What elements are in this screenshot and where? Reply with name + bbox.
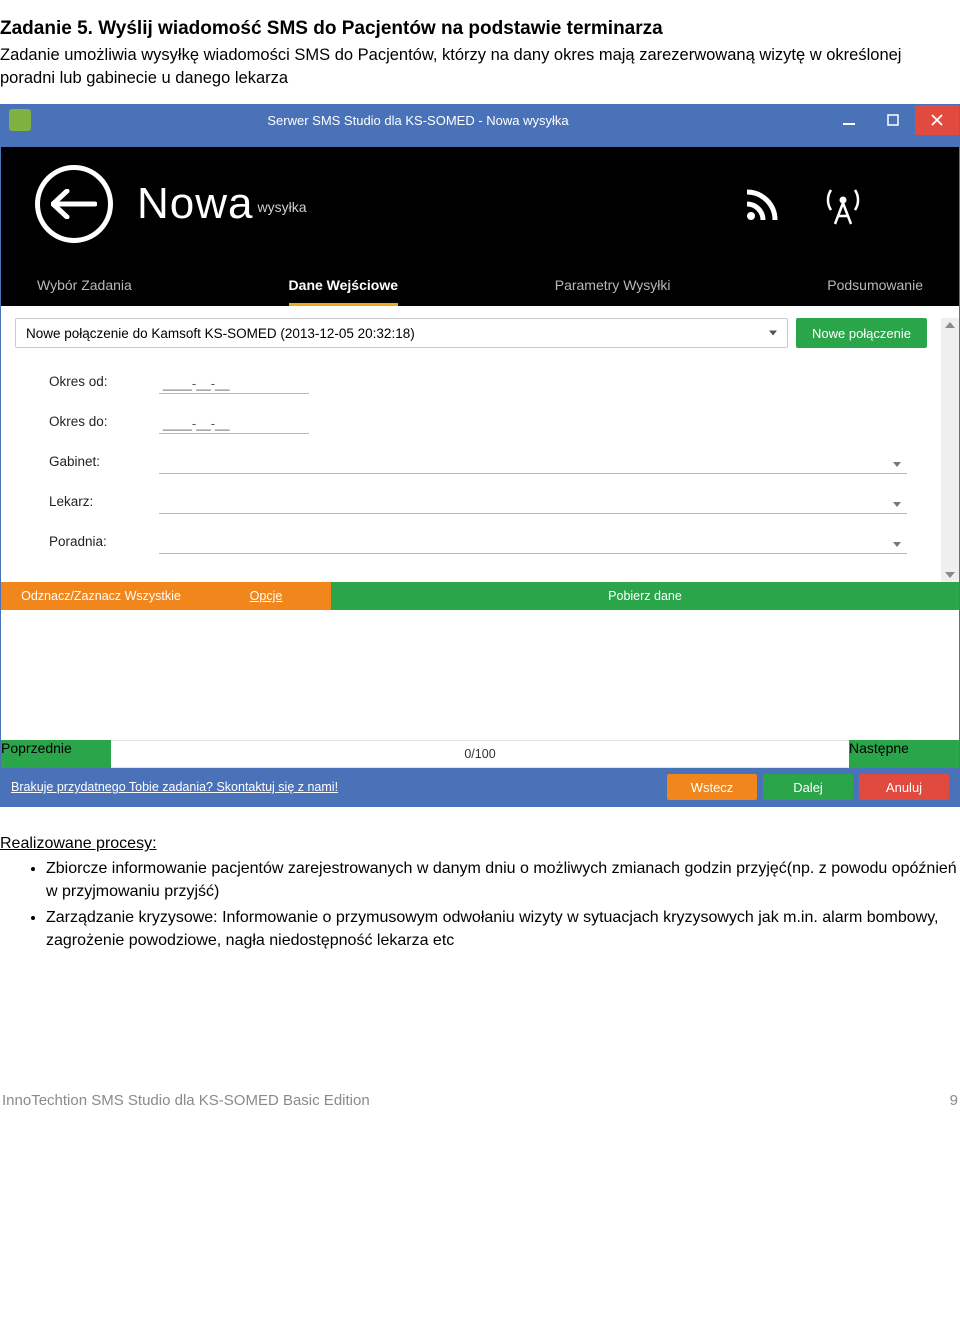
field-okres-do[interactable]: ____-__-__ xyxy=(159,408,309,434)
pager-counter: 0/100 xyxy=(111,740,849,768)
window-controls xyxy=(827,105,959,135)
antenna-icon xyxy=(821,182,865,226)
close-button[interactable] xyxy=(915,105,959,135)
page-footer: InnoTechtion SMS Studio dla KS-SOMED Bas… xyxy=(0,1092,960,1119)
label-poradnia: Poradnia: xyxy=(49,534,159,549)
back-button[interactable] xyxy=(35,165,113,243)
step-select-task[interactable]: Wybór Zadania xyxy=(37,277,132,306)
pager-bar: Poprzednie 0/100 Następne xyxy=(1,740,959,768)
field-poradnia[interactable] xyxy=(159,528,907,554)
page-title-small: wysyłka xyxy=(258,199,307,215)
label-lekarz: Lekarz: xyxy=(49,494,159,509)
fetch-data-button[interactable]: Pobierz dane xyxy=(331,582,959,610)
close-icon xyxy=(931,114,943,126)
step-send-params[interactable]: Parametry Wysyłki xyxy=(555,277,671,306)
task-heading: Zadanie 5. Wyślij wiadomość SMS do Pacje… xyxy=(0,18,960,40)
footer-product-name: InnoTechtion SMS Studio dla KS-SOMED Bas… xyxy=(2,1092,370,1109)
label-okres-od: Okres od: xyxy=(49,374,159,389)
body-panel: Nowe połączenie do Kamsoft KS-SOMED (201… xyxy=(1,306,959,768)
titlebar-sub xyxy=(1,135,959,147)
prev-page-button[interactable]: Poprzednie xyxy=(1,740,111,768)
window-title: Serwer SMS Studio dla KS-SOMED - Nowa wy… xyxy=(9,113,827,128)
list-action-bar: Odznacz/Zaznacz Wszystkie Opcje Pobierz … xyxy=(1,582,959,610)
next-page-button[interactable]: Następne xyxy=(849,740,959,768)
step-summary[interactable]: Podsumowanie xyxy=(827,277,923,306)
header: Nowa wysyłka xyxy=(1,147,959,306)
new-connection-button[interactable]: Nowe połączenie xyxy=(796,318,927,348)
footer-contact-link[interactable]: Brakuje przydatnego Tobie zadania? Skont… xyxy=(11,780,661,794)
maximize-button[interactable] xyxy=(871,105,915,135)
titlebar: Serwer SMS Studio dla KS-SOMED - Nowa wy… xyxy=(1,105,959,135)
maximize-icon xyxy=(887,114,899,126)
bullet-2: Zarządzanie kryzysowe: Informowanie o pr… xyxy=(46,906,960,952)
back-arrow-icon xyxy=(51,189,97,219)
rss-icon xyxy=(743,184,783,224)
field-okres-od[interactable]: ____-__-__ xyxy=(159,368,309,394)
scrollbar[interactable] xyxy=(941,318,959,582)
wizard-steps: Wybór Zadania Dane Wejściowe Parametry W… xyxy=(35,277,925,306)
step-input-data[interactable]: Dane Wejściowe xyxy=(289,277,398,306)
forward-button[interactable]: Dalej xyxy=(763,774,853,800)
footer-bar: Brakuje przydatnego Tobie zadania? Skont… xyxy=(1,768,959,806)
options-label: Opcje xyxy=(250,589,283,603)
scroll-up-icon xyxy=(945,322,955,328)
back-button-footer[interactable]: Wstecz xyxy=(667,774,757,800)
field-gabinet[interactable] xyxy=(159,448,907,474)
label-gabinet: Gabinet: xyxy=(49,454,159,469)
results-list xyxy=(1,610,959,740)
bullet-1: Zbiorcze informowanie pacjentów zarejest… xyxy=(46,857,960,903)
cancel-button[interactable]: Anuluj xyxy=(859,774,949,800)
minimize-button[interactable] xyxy=(827,105,871,135)
processes-section: Realizowane procesy: Zbiorcze informowan… xyxy=(0,835,960,952)
connection-select-value: Nowe połączenie do Kamsoft KS-SOMED (201… xyxy=(26,326,415,341)
toggle-all-button[interactable]: Odznacz/Zaznacz Wszystkie xyxy=(1,582,201,610)
app-window: Serwer SMS Studio dla KS-SOMED - Nowa wy… xyxy=(0,104,960,807)
task-description: Zadanie umożliwia wysyłkę wiadomości SMS… xyxy=(0,44,960,90)
label-okres-do: Okres do: xyxy=(49,414,159,429)
processes-heading: Realizowane procesy: xyxy=(0,835,960,853)
options-button[interactable]: Opcje xyxy=(201,582,331,610)
minimize-icon xyxy=(843,114,855,126)
connection-select[interactable]: Nowe połączenie do Kamsoft KS-SOMED (201… xyxy=(15,318,788,348)
scroll-down-icon xyxy=(945,572,955,578)
page-title-big: Nowa xyxy=(137,179,254,229)
footer-page-number: 9 xyxy=(950,1092,958,1109)
form-area: Okres od: ____-__-__ Okres do: ____-__-_… xyxy=(1,358,941,582)
page-title: Nowa wysyłka xyxy=(137,179,307,229)
field-lekarz[interactable] xyxy=(159,488,907,514)
